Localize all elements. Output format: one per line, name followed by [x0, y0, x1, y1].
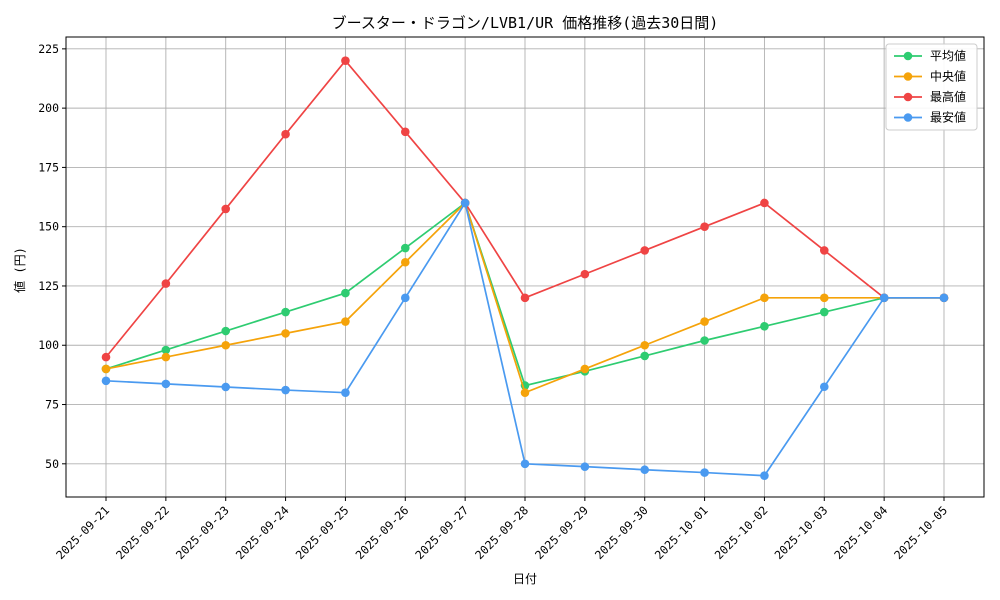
legend-item: 平均値 [894, 48, 966, 63]
data-point [520, 388, 530, 397]
data-point [640, 246, 650, 255]
data-point [400, 243, 410, 253]
data-point [640, 351, 650, 361]
data-point [161, 279, 171, 288]
data-point [580, 364, 590, 374]
data-point [221, 340, 231, 350]
data-point [221, 204, 231, 214]
data-point [161, 379, 171, 389]
data-point [819, 293, 829, 303]
data-point [580, 462, 590, 471]
legend-item: 最高値 [894, 89, 966, 104]
data-point [460, 198, 470, 208]
series-最安値 [101, 198, 949, 480]
data-point [819, 382, 829, 392]
series-layer [101, 56, 949, 480]
data-point [341, 288, 350, 298]
y-axis: 50 75 100 125 150 175 200 225 [38, 42, 66, 471]
y-tick-label: 125 [38, 279, 59, 293]
data-point [400, 127, 410, 137]
legend-marker [903, 92, 913, 102]
data-point [520, 293, 530, 303]
data-point [700, 222, 709, 231]
data-point [281, 329, 290, 338]
data-point [221, 326, 231, 336]
data-point [341, 56, 350, 66]
data-point [819, 307, 829, 317]
legend-item: 中央値 [894, 69, 966, 84]
data-point [640, 465, 650, 475]
data-point [221, 382, 231, 392]
legend-item: 最安値 [894, 110, 966, 125]
data-point [640, 340, 650, 350]
legend-marker [903, 113, 913, 122]
y-tick-label: 200 [38, 101, 59, 115]
grid [66, 37, 984, 497]
y-tick-label: 175 [38, 160, 59, 174]
legend-box [885, 43, 978, 131]
data-point [101, 364, 111, 374]
data-point [281, 307, 290, 317]
legend-label: 最高値 [930, 89, 966, 104]
data-point [939, 293, 949, 303]
data-point [700, 468, 709, 477]
y-tick-label: 150 [38, 220, 59, 234]
data-point [400, 293, 410, 303]
data-point [161, 345, 171, 355]
data-point [101, 352, 111, 362]
y-tick-label: 225 [38, 42, 59, 56]
data-point [879, 293, 889, 303]
legend-marker [903, 51, 913, 61]
data-point [760, 321, 769, 331]
data-point [341, 388, 350, 397]
y-tick-label: 75 [45, 398, 59, 412]
data-point [341, 317, 350, 326]
data-point [101, 376, 111, 386]
legend-label: 最安値 [930, 110, 966, 125]
data-point [760, 198, 769, 208]
data-point [760, 293, 769, 303]
data-point [760, 471, 769, 480]
chart-title: ブースター・ドラゴン/LVB1/UR 価格推移(過去30日間) [332, 14, 719, 32]
data-point [700, 317, 709, 326]
x-axis-label: 日付 [513, 572, 537, 586]
y-tick-label: 100 [38, 338, 59, 352]
data-point [520, 459, 530, 469]
data-point [700, 336, 709, 345]
data-point [281, 129, 290, 139]
data-point [161, 352, 171, 362]
data-point [400, 257, 410, 267]
y-axis-label: 値 (円) [12, 247, 27, 293]
data-point [281, 385, 290, 395]
legend-label: 平均値 [930, 48, 966, 63]
data-point [819, 246, 829, 255]
data-point [580, 269, 590, 279]
legend-label: 中央値 [930, 69, 966, 84]
y-tick-label: 50 [45, 457, 59, 471]
legend-marker [903, 72, 913, 81]
